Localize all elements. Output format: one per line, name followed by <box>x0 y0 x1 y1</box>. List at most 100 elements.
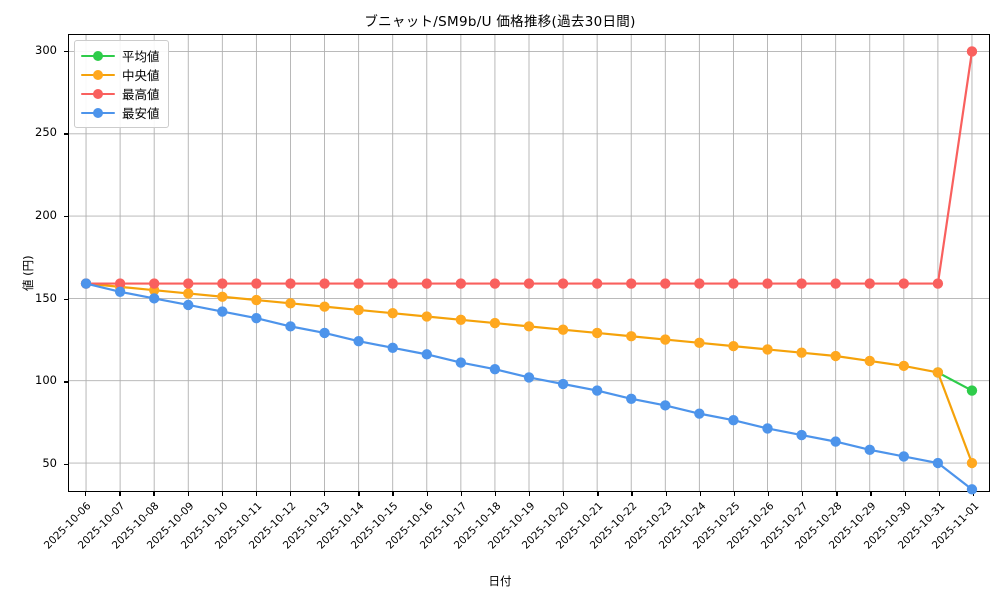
x-axis-tick-mark <box>85 492 87 496</box>
y-axis-tick-mark <box>64 298 68 300</box>
data-point <box>830 436 841 447</box>
legend-item-3[interactable]: 最高値 <box>81 84 160 103</box>
legend-swatch-icon <box>81 107 115 119</box>
data-point <box>455 314 467 325</box>
legend-item-4[interactable]: 最安値 <box>81 103 160 122</box>
data-point <box>898 278 910 289</box>
x-axis-tick-label: 2025-10-08 <box>110 500 162 552</box>
x-axis-tick-label: 2025-10-10 <box>178 500 231 552</box>
data-point <box>387 308 398 319</box>
data-point <box>898 360 910 372</box>
data-point <box>932 278 944 289</box>
x-axis-tick-label: 2025-10-22 <box>588 500 640 552</box>
legend-item-2[interactable]: 中央値 <box>81 65 160 84</box>
y-axis-tick-mark <box>64 50 68 52</box>
data-point <box>251 312 262 324</box>
data-point <box>251 278 262 289</box>
x-axis-tick-label: 2025-10-07 <box>76 500 128 552</box>
x-axis-tick-label: 2025-10-14 <box>315 500 367 552</box>
x-axis-tick-label: 2025-10-16 <box>383 500 436 552</box>
data-point <box>353 278 364 289</box>
data-point <box>660 278 671 289</box>
x-axis-tick-mark <box>187 492 189 496</box>
data-point <box>966 457 978 469</box>
data-point <box>591 327 603 339</box>
chart-legend[interactable]: 平均値 中央値最高値最安値 <box>74 40 169 128</box>
data-point <box>523 321 535 332</box>
data-point <box>421 278 432 289</box>
data-point <box>694 278 705 289</box>
x-axis-tick-mark <box>221 492 223 496</box>
data-point <box>285 278 296 289</box>
y-axis-tick-mark <box>64 215 68 218</box>
x-axis-tick-mark <box>733 492 736 496</box>
x-axis-tick-mark <box>665 492 667 496</box>
data-point <box>966 385 978 396</box>
data-point <box>694 408 705 419</box>
x-axis-tick-label: 2025-10-18 <box>451 500 504 552</box>
x-axis-tick-mark <box>426 492 428 496</box>
x-axis-tick-mark <box>153 492 155 496</box>
series-4 <box>80 278 978 495</box>
legend-item-label: 平均値 <box>122 49 160 64</box>
data-point <box>114 278 126 289</box>
x-axis-tick-mark <box>597 492 599 496</box>
data-point <box>251 294 262 306</box>
data-point <box>319 278 330 289</box>
legend-item-label: 最高値 <box>122 87 160 102</box>
legend-item-1[interactable]: 平均値 <box>81 46 160 65</box>
data-point <box>489 278 501 289</box>
data-point <box>353 336 364 347</box>
legend-item-label: 最安値 <box>122 106 160 121</box>
data-point <box>762 423 773 434</box>
x-axis-tick-label: 2025-10-29 <box>827 500 879 552</box>
x-axis-tick-mark <box>699 492 702 496</box>
x-axis-tick-label: 2025-11-01 <box>929 500 982 552</box>
x-axis-tick-label: 2025-10-27 <box>759 500 811 552</box>
y-axis-tick-label: 100 <box>35 373 57 388</box>
x-axis-tick-label: 2025-10-23 <box>622 500 675 552</box>
legend-swatch-icon <box>81 88 115 100</box>
legend-swatch-icon <box>81 50 115 62</box>
y-axis-label: 値 (円) <box>21 255 35 291</box>
y-axis-tick-label: 50 <box>42 455 57 470</box>
data-point <box>421 311 432 322</box>
x-axis-tick-label: 2025-10-15 <box>349 500 401 552</box>
data-point <box>353 304 364 316</box>
x-axis-tick-mark <box>392 492 394 496</box>
data-point <box>728 278 739 289</box>
x-axis-tick-mark <box>563 492 565 496</box>
x-axis-tick-label: 2025-10-28 <box>793 500 845 552</box>
x-axis-tick-mark <box>255 492 258 496</box>
series-lines <box>80 46 978 495</box>
data-point <box>387 278 398 289</box>
data-point <box>864 278 875 289</box>
y-axis-tick-label: 150 <box>35 290 57 305</box>
data-point <box>285 298 296 309</box>
x-axis-tick-label: 2025-10-25 <box>690 500 743 552</box>
x-axis-tick-label: 2025-10-06 <box>41 500 94 552</box>
x-axis-tick-mark <box>631 492 633 496</box>
x-axis-tick-mark <box>802 492 804 496</box>
data-point <box>319 301 330 312</box>
plot-area <box>68 34 990 495</box>
data-point <box>455 357 467 368</box>
data-point <box>591 278 603 289</box>
data-point <box>626 278 637 289</box>
data-point <box>762 344 773 355</box>
data-point <box>864 355 875 367</box>
x-axis-tick-label: 2025-10-13 <box>280 500 333 552</box>
y-axis-tick-mark <box>64 133 68 135</box>
y-axis-tick-mark <box>64 381 68 383</box>
data-point <box>80 278 92 289</box>
data-point <box>114 286 126 297</box>
data-point <box>523 278 535 289</box>
y-axis-tick-label: 250 <box>35 125 57 140</box>
data-point <box>387 342 398 353</box>
data-point <box>557 278 569 289</box>
data-point <box>148 293 160 304</box>
x-axis-tick-mark <box>460 492 462 496</box>
data-point <box>591 385 603 396</box>
x-axis-tick-mark <box>768 492 770 496</box>
